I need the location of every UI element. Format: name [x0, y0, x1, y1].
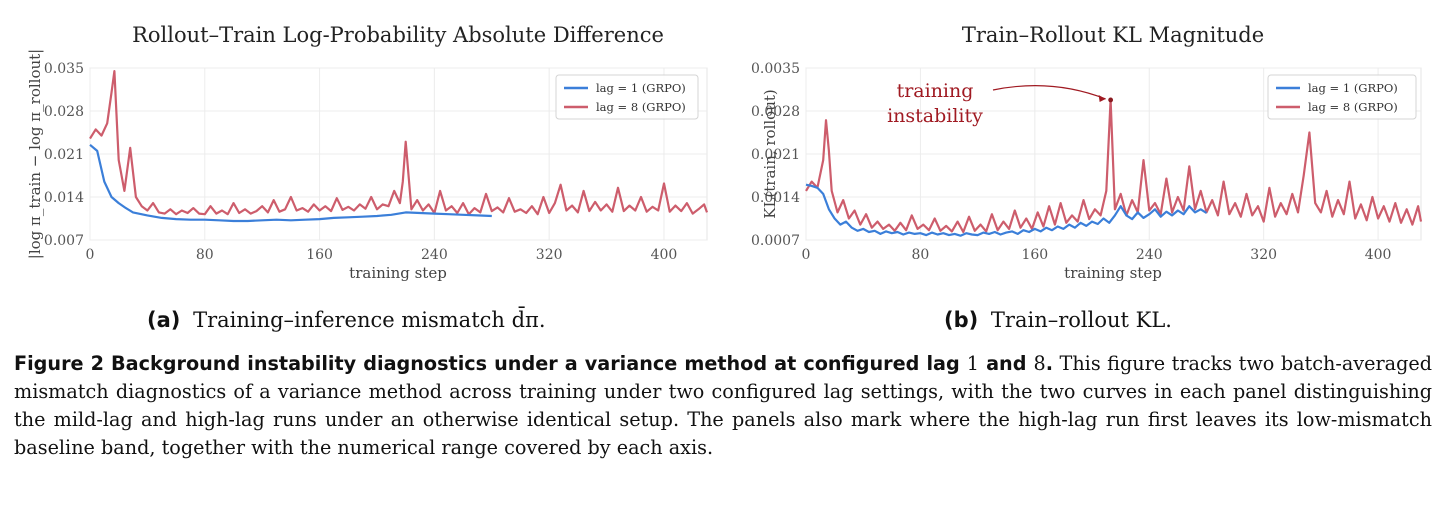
chart-a-ticks: 0.007 0.014 0.021 0.028 0.035 0 80 160 240 320 400	[44, 61, 677, 263]
chart-a-series-1-line	[89, 143, 492, 223]
chart-b-legend-label-1: lag = 1 (GRPO)	[1308, 81, 1398, 95]
chart-b-series-1-line	[805, 183, 1208, 237]
chart-b-ytick: 0.0014	[751, 190, 800, 206]
caption-lead-num1: 1	[966, 352, 980, 375]
chart-a-xtick: 320	[536, 247, 563, 263]
subcaption-a: (a) Training–inference mismatch d̄π.	[147, 308, 546, 332]
caption-body: This figure tracks two batch-averaged mi…	[14, 352, 1433, 459]
chart-a-series	[89, 69, 709, 223]
caption-lead: Figure 2 Background instability diagnost…	[14, 352, 1053, 375]
subcaption-b: (b) Train–rollout KL.	[944, 308, 1172, 332]
chart-a-title: Rollout–Train Log-Probability Absolute D…	[132, 23, 664, 47]
chart-b-annotation-text-2: instability	[887, 105, 983, 127]
chart-a-xtick: 160	[306, 247, 333, 263]
chart-a-legend: lag = 1 (GRPO) lag = 8 (GRPO)	[555, 74, 699, 120]
chart-b-xtick: 400	[1365, 247, 1392, 263]
chart-a-xtick: 400	[651, 247, 678, 263]
chart-b-title: Train–Rollout KL Magnitude	[962, 23, 1264, 47]
chart-b-annotation-point	[1108, 97, 1114, 103]
chart-b-ytick: 0.0021	[751, 147, 800, 163]
chart-b-legend-box	[1267, 74, 1417, 120]
chart-b-annotation-text-1: training	[897, 80, 974, 102]
chart-a-xtick: 240	[421, 247, 448, 263]
chart-b-annotation-arrow	[992, 85, 1106, 100]
caption-lead-part3: .	[1045, 352, 1054, 375]
chart-a-legend-box	[555, 74, 699, 120]
caption-lead-num2: 8	[1033, 352, 1046, 375]
chart-a-legend-label-2: lag = 8 (GRPO)	[596, 100, 686, 114]
chart-b-xtick: 0	[802, 247, 811, 263]
subcaption-b-label: (b)	[944, 308, 979, 332]
chart-a-ytick: 0.028	[44, 104, 84, 120]
subcaption-a-label: (a)	[147, 308, 181, 332]
chart-a-xtick: 0	[86, 247, 95, 263]
chart-panel-a: Rollout–Train Log-Probability Absolute D…	[26, 23, 709, 282]
chart-b-legend-label-2: lag = 8 (GRPO)	[1308, 100, 1398, 114]
chart-b-legend: lag = 1 (GRPO) lag = 8 (GRPO)	[1267, 74, 1417, 120]
chart-b-xtick: 240	[1136, 247, 1163, 263]
chart-b-xtick: 320	[1250, 247, 1277, 263]
chart-b-ticks: 0.0007 0.0014 0.0021 0.0028 0.0035 0 80 160 240 3…	[751, 61, 1391, 263]
chart-a-ytick: 0.014	[44, 190, 84, 206]
chart-a-ytick: 0.021	[44, 147, 84, 163]
chart-b-ylabel: KL(train, rollout)	[761, 89, 779, 219]
chart-a-xlabel: training step	[349, 264, 447, 282]
chart-a-xtick: 80	[196, 247, 214, 263]
subcaption-a-text: Training–inference mismatch d̄π.	[193, 308, 546, 332]
caption-lead-part1: Figure 2 Background instability diagnost…	[14, 352, 967, 375]
chart-a-legend-label-1: lag = 1 (GRPO)	[596, 81, 686, 95]
subcaption-b-text: Train–rollout KL.	[990, 308, 1172, 332]
figure-caption: Figure 2 Background instability diagnost…	[14, 350, 1432, 462]
chart-b-xlabel: training step	[1064, 264, 1162, 282]
chart-b-annotation-arrowhead	[1098, 94, 1106, 102]
chart-b-ytick: 0.0007	[751, 233, 800, 249]
caption-lead-part2: and	[979, 352, 1034, 375]
chart-panel-b: Train–Rollout KL Magnitude 0.00070.00140…	[751, 23, 1423, 282]
chart-a-ylabel: |log π_train − log π_rollout|	[26, 49, 44, 259]
chart-b-xtick: 160	[1021, 247, 1048, 263]
chart-b-ytick: 0.0035	[751, 61, 800, 77]
chart-a-series-2-line	[89, 69, 709, 216]
chart-a-ytick: 0.035	[44, 61, 84, 77]
chart-b-xtick: 80	[912, 247, 930, 263]
chart-b-ytick: 0.0028	[751, 104, 800, 120]
chart-a-ytick: 0.007	[44, 233, 84, 249]
chart-b-annotation: training instability	[887, 80, 1114, 127]
